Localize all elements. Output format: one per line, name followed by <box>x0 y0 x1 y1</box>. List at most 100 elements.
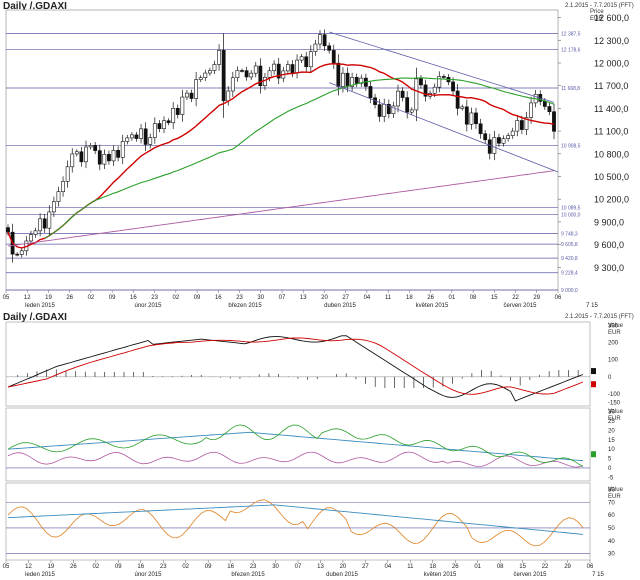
dmi-tick-label: 30 <box>608 410 615 416</box>
date-tick-label: 05 <box>3 295 10 301</box>
price-tick-label: 11 100,0 <box>594 127 628 137</box>
candle-body <box>93 145 98 151</box>
month-label: březen 2015 <box>228 303 262 309</box>
bottom-chart-title: Daily /.GDAXI <box>3 312 67 323</box>
date-tick-label: 26 <box>427 295 434 301</box>
axis-unit-line: Value <box>608 323 623 329</box>
dmi-tick-label: 20 <box>608 428 615 434</box>
candle-body <box>84 146 88 163</box>
macd-plot-frame <box>5 321 591 407</box>
candle-body <box>152 123 157 138</box>
candle-body <box>552 111 556 132</box>
date-tick-label: 11 <box>407 564 414 570</box>
candle-body <box>19 250 24 255</box>
candle-body <box>47 211 52 229</box>
candle-body <box>38 218 43 232</box>
macd-tick-label: 100 <box>608 358 619 364</box>
date-tick-label: 27 <box>362 564 369 570</box>
date-tick-label: 29 <box>533 295 540 301</box>
month-label: květen 2015 <box>424 572 457 578</box>
candle-body <box>267 70 272 78</box>
date-tick-label: 26 <box>70 564 77 570</box>
rsi-tick-label: 40 <box>608 539 615 545</box>
dmi-tick-label: 15 <box>608 438 615 444</box>
rsi-ma-line <box>7 504 584 535</box>
candle-body <box>189 92 194 99</box>
candle-body <box>377 104 382 117</box>
rsi-tick-label: 60 <box>608 513 615 519</box>
candle-body <box>134 134 139 139</box>
dmi-purple-line <box>7 451 584 468</box>
rsi-tick-label: 30 <box>608 552 615 558</box>
date-tick-label: 26 <box>66 295 73 301</box>
candle-body <box>139 128 143 139</box>
macd-axis-unit: Value EUR <box>608 323 623 337</box>
candle-body <box>295 59 299 74</box>
candle-body <box>519 120 524 130</box>
sma200-line <box>7 170 555 247</box>
date-tick-label: 20 <box>340 564 347 570</box>
price-tick-label: 10 500,0 <box>594 172 629 182</box>
date-tick-label: 09 <box>109 295 116 301</box>
axis-unit-line: Value <box>608 487 623 493</box>
candle-body <box>253 65 258 74</box>
candle-body <box>33 230 38 235</box>
candle-body <box>162 120 166 130</box>
top-date-range: 2.1.2015 - 7.7.2015 (FFT) <box>565 3 634 9</box>
candle-body <box>400 90 405 98</box>
dmi-tick-label: 25 <box>608 419 615 425</box>
candle-body <box>157 123 162 130</box>
date-tick-label: 04 <box>364 295 371 301</box>
price-tick-label: 11 400,0 <box>594 104 628 114</box>
candle-body <box>469 112 474 125</box>
candle-body <box>318 34 322 45</box>
macd-tick-label: -100 <box>608 392 621 398</box>
candle-body <box>506 135 511 139</box>
candle-body <box>226 90 231 102</box>
macd-signal-line <box>7 337 584 395</box>
price-plot-frame <box>5 9 559 291</box>
date-tick-label: 29 <box>564 564 571 570</box>
candle-body <box>391 105 396 114</box>
date-tick-label: 08 <box>470 295 477 301</box>
candle-body <box>350 77 355 87</box>
axis-unit-line: Value <box>608 409 623 415</box>
date-tick-label: 30 <box>272 564 279 570</box>
date-tick-label: 16 <box>130 295 137 301</box>
date-tick-label: 13 <box>317 564 324 570</box>
level-label: 12 178,6 <box>561 47 581 53</box>
candle-body <box>419 78 423 86</box>
rsi-line <box>7 499 584 547</box>
date-tick-label: 04 <box>385 564 392 570</box>
candle-body <box>175 108 180 115</box>
month-label: leden 2015 <box>25 572 55 578</box>
candle-body <box>79 151 84 163</box>
candle-body <box>359 77 364 84</box>
candle-body <box>102 154 107 165</box>
month-label: 7 15 <box>586 303 598 309</box>
candle-body <box>276 63 281 79</box>
candle-body <box>487 139 492 154</box>
date-tick-label: 23 <box>151 295 158 301</box>
candle-body <box>70 153 75 168</box>
date-tick-label: 06 <box>587 564 594 570</box>
month-label: duben 2015 <box>324 303 356 309</box>
price-tick-label: 9 900,0 <box>594 217 624 227</box>
candle-body <box>322 34 327 47</box>
candle-body <box>547 106 552 113</box>
candle-body <box>437 76 442 88</box>
month-label: leden 2015 <box>25 303 55 309</box>
date-tick-label: 02 <box>182 564 189 570</box>
price-tick-label: 12 300,0 <box>594 36 629 46</box>
date-tick-label: 09 <box>205 564 212 570</box>
month-label: červen 2015 <box>513 572 547 578</box>
channel-lower-line <box>329 82 559 173</box>
month-label: duben 2015 <box>326 572 358 578</box>
month-label: červen 2015 <box>503 303 537 309</box>
price-tick-label: 12 600,0 <box>594 13 629 23</box>
candle-body <box>327 45 332 51</box>
candle-body <box>240 70 244 72</box>
date-tick-label: 07 <box>279 295 286 301</box>
date-tick-label: 02 <box>173 295 180 301</box>
candle-body <box>386 103 391 114</box>
